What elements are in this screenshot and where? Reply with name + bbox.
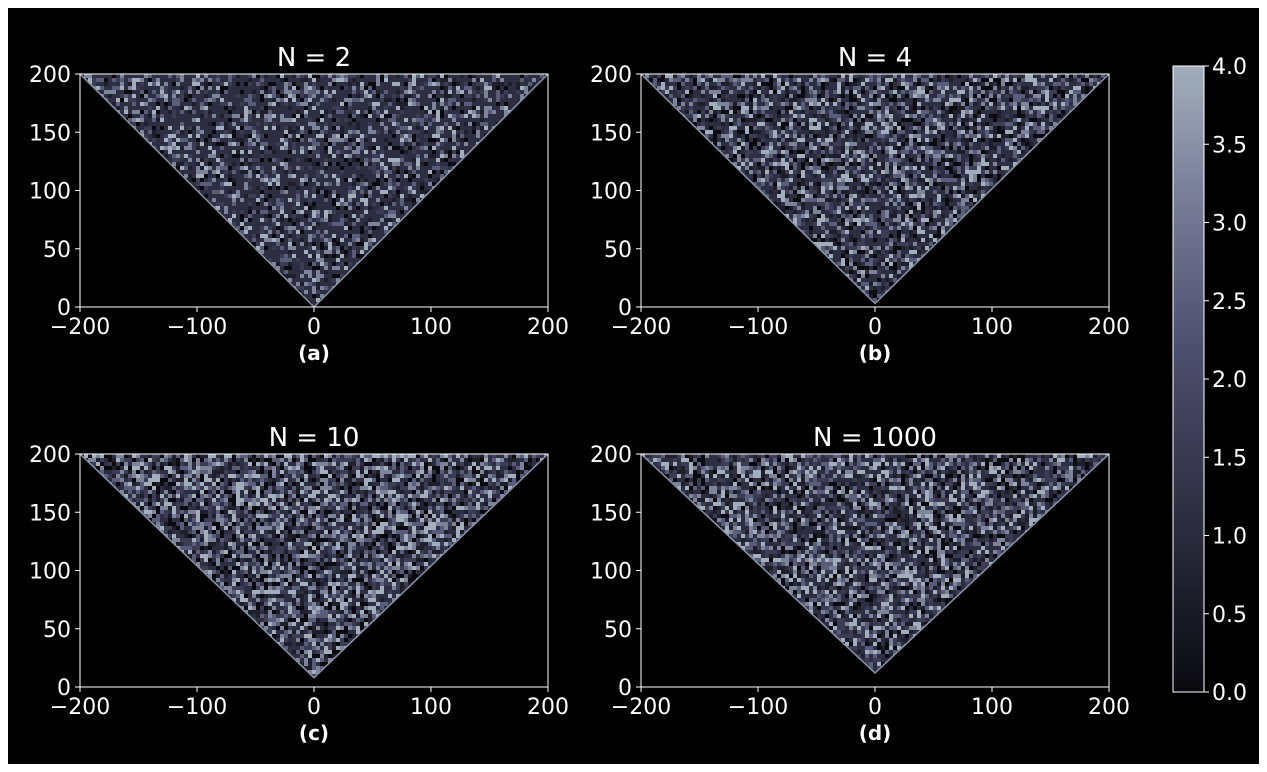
y-tick-label: 0 xyxy=(618,676,632,701)
colorbar-ticks: 0.0 0.5 1.0 1.5 2.0 2.5 3.0 3.5 4.0 xyxy=(1204,55,1247,706)
y-tick-label: 0 xyxy=(57,676,71,701)
x-tick-label: −200 xyxy=(50,695,110,720)
x-tick-label: −200 xyxy=(611,695,671,720)
x-tick-label: 0 xyxy=(868,315,882,340)
cone-edge xyxy=(79,453,549,679)
x-tick-label: 0 xyxy=(307,315,321,340)
x-tick-label: 0 xyxy=(307,695,321,720)
y-tick-label: 150 xyxy=(590,121,632,146)
x-tick-label: 200 xyxy=(1088,695,1130,720)
heatmap-area: −200 −100 0 100 200 0 50 100 150 200 xyxy=(590,443,1130,720)
panel-title: N = 1000 xyxy=(813,423,937,453)
colorbar-tick-label: 1.0 xyxy=(1212,525,1247,550)
y-tick-label: 50 xyxy=(43,238,71,263)
figure: N = 2 −200 −100 0 100 200 0 50 100 150 200 (a) N … xyxy=(8,8,1259,764)
colorbar-gradient xyxy=(1172,65,1205,693)
x-tick-label: −100 xyxy=(167,695,227,720)
y-tick-label: 200 xyxy=(29,443,71,468)
panel-title: N = 10 xyxy=(269,423,360,453)
panel-d: N = 1000 −200 −100 0 100 200 0 50 100 150 200 (d) xyxy=(590,423,1130,745)
x-tick-label: −200 xyxy=(611,315,671,340)
heatmap-area: −200 −100 0 100 200 0 50 100 150 200 xyxy=(29,443,569,720)
panel-a: N = 2 −200 −100 0 100 200 0 50 100 150 200 (a) xyxy=(29,43,569,365)
panel-title: N = 4 xyxy=(838,43,912,73)
y-tick-label: 100 xyxy=(590,180,632,205)
panel-title: N = 2 xyxy=(277,43,351,73)
y-tick-label: 200 xyxy=(590,443,632,468)
cone-edge xyxy=(640,73,1110,305)
colorbar-tick-label: 4.0 xyxy=(1212,55,1247,80)
y-tick-label: 100 xyxy=(590,560,632,585)
colorbar-tick-label: 2.5 xyxy=(1212,290,1247,315)
panel-c: N = 10 −200 −100 0 100 200 0 50 100 150 200 (c) xyxy=(29,423,569,745)
x-tick-label: 0 xyxy=(868,695,882,720)
x-tick-label: 100 xyxy=(410,695,452,720)
panel-b: N = 4 −200 −100 0 100 200 0 50 100 150 200 (b) xyxy=(590,43,1130,365)
y-tick-label: 50 xyxy=(604,238,632,263)
y-tick-label: 150 xyxy=(29,501,71,526)
cone-edge xyxy=(640,453,1110,675)
x-tick-label: 100 xyxy=(410,315,452,340)
y-tick-label: 50 xyxy=(604,618,632,643)
y-tick-label: 150 xyxy=(29,121,71,146)
x-tick-label: 200 xyxy=(1088,315,1130,340)
y-tick-label: 0 xyxy=(618,296,632,321)
colorbar-tick-label: 3.0 xyxy=(1212,212,1247,237)
figure-svg: N = 2 −200 −100 0 100 200 0 50 100 150 200 (a) N … xyxy=(29,43,1247,745)
colorbar-tick-label: 0.5 xyxy=(1212,603,1247,628)
y-tick-label: 150 xyxy=(590,501,632,526)
y-tick-label: 200 xyxy=(590,63,632,88)
heatmap-area: −200 −100 0 100 200 0 50 100 150 200 xyxy=(590,63,1130,340)
colorbar: 0.0 0.5 1.0 1.5 2.0 2.5 3.0 3.5 4.0 xyxy=(1172,55,1247,706)
y-tick-label: 200 xyxy=(29,63,71,88)
colorbar-tick-label: 0.0 xyxy=(1212,681,1247,706)
x-tick-label: −100 xyxy=(728,695,788,720)
panel-caption: (d) xyxy=(859,721,892,745)
x-tick-label: −100 xyxy=(167,315,227,340)
heatmap-area: −200 −100 0 100 200 0 50 100 150 200 xyxy=(29,63,569,340)
x-tick-label: −200 xyxy=(50,315,110,340)
colorbar-tick-label: 3.5 xyxy=(1212,133,1247,158)
y-tick-label: 0 xyxy=(57,296,71,321)
x-tick-label: −100 xyxy=(728,315,788,340)
panel-caption: (a) xyxy=(298,341,330,365)
x-tick-label: 100 xyxy=(971,315,1013,340)
x-tick-label: 200 xyxy=(527,315,569,340)
y-tick-label: 100 xyxy=(29,560,71,585)
panel-caption: (b) xyxy=(859,341,892,365)
colorbar-tick-label: 2.0 xyxy=(1212,368,1247,393)
y-tick-label: 50 xyxy=(43,618,71,643)
colorbar-tick-label: 1.5 xyxy=(1212,446,1247,471)
y-tick-label: 100 xyxy=(29,180,71,205)
x-tick-label: 100 xyxy=(971,695,1013,720)
x-tick-label: 200 xyxy=(527,695,569,720)
panel-caption: (c) xyxy=(299,721,329,745)
